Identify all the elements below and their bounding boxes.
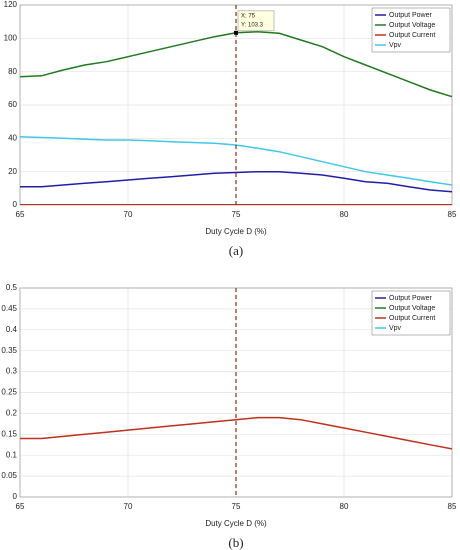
x-tick-label: 80 xyxy=(340,210,349,219)
datatip-text: Y: 103.3 xyxy=(241,22,264,28)
caption: (a) xyxy=(229,243,243,258)
y-tick-label: 0.25 xyxy=(1,388,17,397)
y-tick-label: 0.3 xyxy=(6,367,18,376)
legend-label: Vpv xyxy=(389,325,402,332)
y-tick-label: 120 xyxy=(4,0,18,9)
y-tick-label: 0.45 xyxy=(1,304,17,313)
caption: (b) xyxy=(228,535,243,550)
series-line xyxy=(20,170,452,193)
y-tick-label: 0.2 xyxy=(6,409,18,418)
legend-label: Output Power xyxy=(389,295,432,302)
y-tick-label: 80 xyxy=(8,67,17,76)
y-tick-label: 0.35 xyxy=(1,346,17,355)
x-tick-label: 75 xyxy=(232,502,241,511)
y-tick-label: 0 xyxy=(13,492,18,501)
y-tick-label: 60 xyxy=(8,100,17,109)
x-tick-label: 65 xyxy=(16,502,25,511)
x-tick-label: 85 xyxy=(448,502,457,511)
x-tick-label: 70 xyxy=(124,502,133,511)
y-tick-label: 0.5 xyxy=(6,283,18,292)
legend-label: Vpv xyxy=(389,42,402,49)
x-tick-label: 75 xyxy=(232,210,241,219)
y-tick-label: 0.4 xyxy=(6,325,18,334)
y-tick-label: 40 xyxy=(8,133,17,142)
series-group xyxy=(20,416,452,450)
legend-label: Output Power xyxy=(389,12,432,19)
x-tick-label: 70 xyxy=(124,210,133,219)
y-tick-label: 0.15 xyxy=(1,429,17,438)
series-line xyxy=(20,416,452,450)
datatip-point xyxy=(234,30,238,35)
legend-label: Output Current xyxy=(389,32,435,39)
y-tick-label: 0.05 xyxy=(1,471,17,480)
y-tick-label: 20 xyxy=(8,167,17,176)
y-tick-label: 0.1 xyxy=(6,450,18,459)
legend-label: Output Current xyxy=(389,315,435,322)
datatip-box xyxy=(237,10,275,32)
datatip-text: X: 75 xyxy=(241,13,256,19)
plot: 65 70 75 80 85 0 20 40 60 80 100 120 X: 75 Y: 103.3 Ou… xyxy=(4,0,457,258)
x-axis-label: Duty Cycle D (%) xyxy=(205,519,267,528)
y-tick-label: 0 xyxy=(13,200,18,209)
legend-label: Output Voltage xyxy=(389,22,435,29)
legend-label: Output Voltage xyxy=(389,305,435,312)
y-tick-label: 100 xyxy=(4,33,18,42)
x-tick-label: 65 xyxy=(16,210,25,219)
x-axis-label: Duty Cycle D (%) xyxy=(205,227,267,236)
x-tick-label: 80 xyxy=(340,502,349,511)
x-tick-label: 85 xyxy=(448,210,457,219)
